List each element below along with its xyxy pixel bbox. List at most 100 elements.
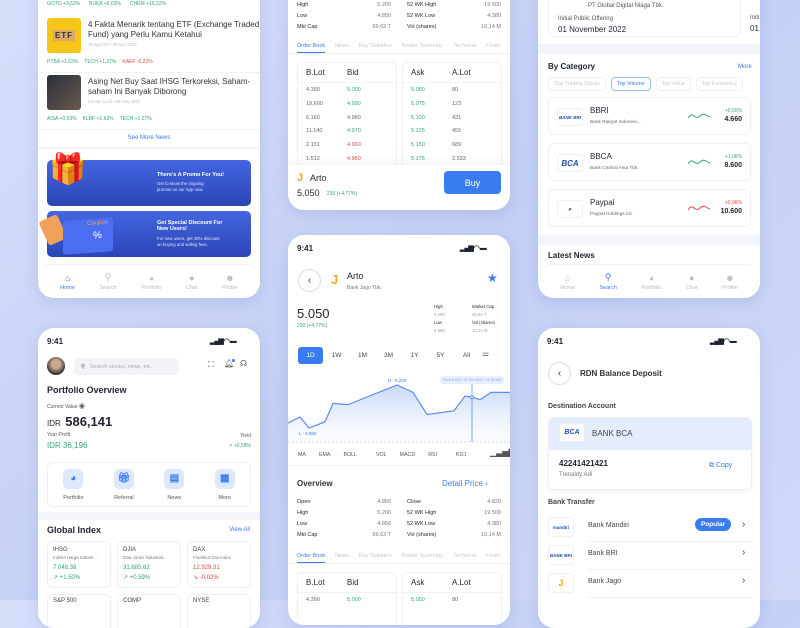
star-icon[interactable]: ★ bbox=[487, 271, 498, 285]
orderbook-row[interactable]: 5.125 455 bbox=[403, 124, 501, 138]
ticker[interactable]: KAEF -0,22% bbox=[122, 59, 153, 65]
tab-technical[interactable]: Technical bbox=[453, 43, 477, 49]
scan-icon[interactable]: ⛶ bbox=[208, 360, 214, 369]
headset-icon[interactable]: ☊ bbox=[240, 359, 248, 368]
ipo-card[interactable]: PT Global Digital Niaga Tbk. Initial Pub… bbox=[548, 0, 741, 37]
back-button[interactable]: ‹ bbox=[548, 362, 571, 385]
index-card[interactable]: DJIA Dow Jones Industrial... 31.685,62 ↗ +0… bbox=[117, 541, 181, 588]
copy-button[interactable]: ⧉ Copy bbox=[709, 462, 733, 469]
indicator-ema[interactable]: EMA bbox=[318, 452, 331, 458]
period-1y[interactable]: 1Y bbox=[402, 347, 427, 364]
quick-action-news[interactable]: ▤ News bbox=[164, 468, 185, 501]
stock-list-item[interactable]: P Paypal Paypal Holdings Inc +0,96% 10.600 bbox=[548, 189, 751, 227]
tab-broker-summary[interactable]: Broker Summary bbox=[401, 553, 444, 559]
period-3m[interactable]: 3M bbox=[376, 347, 401, 364]
indicator-macd[interactable]: MACD bbox=[399, 452, 416, 458]
orderbook-row[interactable]: 5.050 80 bbox=[403, 83, 501, 97]
ticker[interactable]: AISA +0,53% bbox=[47, 116, 77, 122]
orderbook-row[interactable]: 5.150 689 bbox=[403, 138, 501, 152]
nav-item-chat[interactable]: ● Chat bbox=[686, 273, 698, 291]
index-card[interactable]: S&P 500 bbox=[47, 594, 111, 628]
bell-icon[interactable]: 🔔︎ bbox=[224, 359, 236, 368]
tab-technical[interactable]: Technical bbox=[453, 553, 477, 559]
bank-item-bank-bri[interactable]: BANK BRI Bank BRI › bbox=[538, 543, 760, 571]
tab-news[interactable]: News bbox=[335, 43, 349, 49]
news-item[interactable]: ETF 4 Fakta Menarik tentang ETF (Exchange… bbox=[38, 18, 260, 73]
tab-broker-summary[interactable]: Broker Summary bbox=[401, 43, 444, 49]
category-chip[interactable]: Day Trading Stocks bbox=[548, 77, 606, 91]
indicator-vol[interactable]: VOL bbox=[375, 452, 387, 458]
chart-settings-icon[interactable]: ⚌ bbox=[482, 349, 490, 358]
more-link[interactable]: More bbox=[738, 64, 752, 70]
eye-icon[interactable]: ◉ bbox=[78, 403, 85, 410]
index-card[interactable]: IHSG Indeks Harga Saham... 7.048,38 ↗ +1,50… bbox=[47, 541, 111, 588]
orderbook-row[interactable]: 1.512 4.950 bbox=[298, 152, 396, 166]
tab-finan[interactable]: Finan bbox=[486, 553, 500, 559]
index-card[interactable]: NYSE bbox=[187, 594, 251, 628]
period-all[interactable]: All bbox=[454, 347, 479, 364]
nav-item-home[interactable]: ⌂ Home bbox=[560, 273, 575, 291]
tab-order-book[interactable]: Order Book bbox=[297, 553, 326, 563]
ticker[interactable]: GOTO +3,63% bbox=[47, 1, 81, 7]
period-1w[interactable]: 1W bbox=[324, 347, 349, 364]
nav-item-search[interactable]: ⚲ Search bbox=[99, 272, 116, 291]
buy-button[interactable]: Buy bbox=[444, 171, 501, 194]
tab-order-book[interactable]: Order Book bbox=[297, 43, 326, 53]
see-more-news-link[interactable]: See More News bbox=[127, 135, 171, 141]
nav-item-profile[interactable]: ☻ Profile bbox=[222, 273, 238, 291]
volume-bars-icon[interactable]: ▁▃▅▇ bbox=[490, 448, 510, 457]
nav-item-search[interactable]: ⚲ Search bbox=[599, 272, 616, 291]
category-chip[interactable]: Top Volume bbox=[610, 77, 651, 91]
back-button[interactable]: ‹ bbox=[298, 269, 321, 292]
search-input[interactable]: ⚲ Search stocks, news, etc. bbox=[74, 358, 179, 375]
nav-item-home[interactable]: ⌂ Home bbox=[60, 273, 75, 291]
indicator-kdj[interactable]: KDJ bbox=[456, 452, 467, 458]
category-chip[interactable]: Top Value bbox=[655, 77, 691, 91]
nav-item-chat[interactable]: ● Chat bbox=[186, 273, 198, 291]
avatar[interactable] bbox=[47, 357, 65, 375]
period-1d[interactable]: 1D bbox=[298, 347, 323, 364]
promo-banner[interactable]: 🎁 There's A Promo For You! Get to know t… bbox=[47, 153, 251, 206]
tab-finan[interactable]: Finan bbox=[486, 43, 500, 49]
detail-price-link[interactable]: Detail Price › bbox=[442, 479, 488, 488]
view-all-link[interactable]: View All bbox=[229, 527, 250, 533]
ticker[interactable]: BUKA +6,63% bbox=[89, 1, 121, 7]
period-1m[interactable]: 1M bbox=[350, 347, 375, 364]
orderbook-row[interactable]: 2.131 4.960 bbox=[298, 138, 396, 152]
ticker[interactable]: CHEM +15,22% bbox=[129, 1, 166, 7]
index-card[interactable]: DAX Frankfurt Dax Index 12.929,31 ↘ -0,02% bbox=[187, 541, 251, 588]
stock-list-item[interactable]: BCA BBCA Bank Central Asia Tbk. +1,06% 8.600 bbox=[548, 143, 751, 181]
orderbook-row[interactable]: 11.140 4.970 bbox=[298, 124, 396, 138]
price-chart[interactable] bbox=[288, 372, 510, 444]
orderbook-row[interactable]: 19,600 4.990 bbox=[298, 97, 396, 111]
quick-action-referral[interactable]: 🎁︎ Referral bbox=[113, 468, 134, 501]
index-card[interactable]: COMP bbox=[117, 594, 181, 628]
tab-key-statistics[interactable]: Key Statistics bbox=[358, 43, 392, 49]
tab-news[interactable]: News bbox=[335, 553, 349, 559]
category-chip[interactable]: Top Frequency bbox=[695, 77, 743, 91]
nav-item-portfolio[interactable]: ◕ Portfolio bbox=[641, 273, 661, 291]
ticker[interactable]: TECH +1,27% bbox=[119, 116, 152, 122]
bank-item-bank-jago[interactable]: J Bank Jago › bbox=[538, 571, 760, 599]
discount-banner[interactable]: Coupon % Get Special Discount For New Us… bbox=[38, 211, 251, 257]
orderbook-row[interactable]: 5.175 2.333 bbox=[403, 152, 501, 166]
orderbook-row[interactable]: 6.160 4.980 bbox=[298, 111, 396, 125]
period-5y[interactable]: 5Y bbox=[428, 347, 453, 364]
bank-item-bank-mandiri[interactable]: mandiri Bank Mandiri Popular › bbox=[538, 515, 760, 543]
quick-action-portfolio[interactable]: ◕ Portfolio bbox=[63, 468, 83, 501]
indicator-rsi[interactable]: RSI bbox=[428, 452, 438, 458]
indicator-boll[interactable]: BOLL bbox=[343, 452, 357, 458]
stock-list-item[interactable]: BANK BRI BBRI Bank Rakyat Indonesi... +0,65… bbox=[548, 97, 751, 135]
ticker[interactable]: TECH +1,27% bbox=[84, 59, 117, 65]
tab-key-statistics[interactable]: Key Statistics bbox=[358, 553, 392, 559]
orderbook-row[interactable]: 5.100 431 bbox=[403, 111, 501, 125]
news-item[interactable]: Asing Net Buy Saat IHSG Terkoreksi, Saha… bbox=[38, 75, 260, 130]
quick-action-more[interactable]: ▦ More bbox=[214, 468, 235, 501]
orderbook-row[interactable]: 5.075 123 bbox=[403, 97, 501, 111]
indicator-ma[interactable]: MA bbox=[298, 452, 306, 458]
nav-item-portfolio[interactable]: ◕ Portfolio bbox=[141, 273, 161, 291]
orderbook-row[interactable]: 4.390 5.000 bbox=[298, 83, 396, 97]
ticker[interactable]: PTBA +1,63% bbox=[47, 59, 79, 65]
ticker[interactable]: KLBF +1,63% bbox=[82, 116, 114, 122]
nav-item-profile[interactable]: ☻ Profile bbox=[722, 273, 738, 291]
